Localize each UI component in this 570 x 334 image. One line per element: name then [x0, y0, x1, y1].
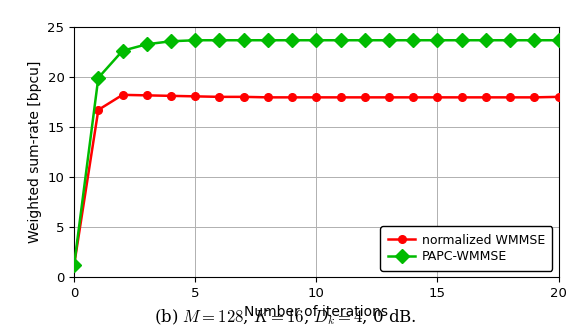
PAPC-WMMSE — [144, 42, 150, 46]
X-axis label: Number of iterations: Number of iterations — [245, 306, 388, 320]
PAPC-WMMSE — [241, 38, 247, 42]
normalized WMMSE — [71, 263, 78, 267]
normalized WMMSE — [337, 96, 344, 100]
PAPC-WMMSE — [555, 38, 562, 42]
normalized WMMSE — [168, 94, 174, 98]
Y-axis label: Weighted sum-rate [bpcu]: Weighted sum-rate [bpcu] — [28, 61, 42, 243]
normalized WMMSE — [95, 108, 102, 112]
normalized WMMSE — [555, 95, 562, 99]
PAPC-WMMSE — [264, 38, 271, 42]
normalized WMMSE — [386, 96, 393, 100]
normalized WMMSE — [410, 96, 417, 100]
normalized WMMSE — [313, 96, 320, 100]
normalized WMMSE — [241, 95, 247, 99]
PAPC-WMMSE — [531, 38, 538, 42]
PAPC-WMMSE — [192, 38, 199, 42]
normalized WMMSE — [434, 96, 441, 100]
normalized WMMSE — [483, 96, 490, 100]
PAPC-WMMSE — [410, 38, 417, 42]
normalized WMMSE — [264, 96, 271, 100]
Line: PAPC-WMMSE: PAPC-WMMSE — [69, 35, 564, 270]
PAPC-WMMSE — [483, 38, 490, 42]
PAPC-WMMSE — [95, 76, 102, 80]
PAPC-WMMSE — [216, 38, 223, 42]
normalized WMMSE — [361, 96, 368, 100]
normalized WMMSE — [144, 93, 150, 98]
Line: normalized WMMSE: normalized WMMSE — [70, 91, 563, 269]
normalized WMMSE — [288, 96, 295, 100]
PAPC-WMMSE — [71, 263, 78, 267]
PAPC-WMMSE — [361, 38, 368, 42]
normalized WMMSE — [216, 95, 223, 99]
normalized WMMSE — [119, 93, 126, 97]
normalized WMMSE — [507, 96, 514, 100]
PAPC-WMMSE — [434, 38, 441, 42]
Legend: normalized WMMSE, PAPC-WMMSE: normalized WMMSE, PAPC-WMMSE — [380, 226, 552, 271]
PAPC-WMMSE — [507, 38, 514, 42]
PAPC-WMMSE — [313, 38, 320, 42]
Text: (b) $M = 128$, $K = 16$, $D_k = 4$, 0 dB.: (b) $M = 128$, $K = 16$, $D_k = 4$, 0 dB… — [154, 308, 416, 327]
PAPC-WMMSE — [168, 39, 174, 43]
normalized WMMSE — [531, 96, 538, 100]
PAPC-WMMSE — [288, 38, 295, 42]
PAPC-WMMSE — [337, 38, 344, 42]
normalized WMMSE — [192, 94, 199, 98]
PAPC-WMMSE — [386, 38, 393, 42]
PAPC-WMMSE — [119, 49, 126, 53]
normalized WMMSE — [458, 96, 465, 100]
PAPC-WMMSE — [458, 38, 465, 42]
